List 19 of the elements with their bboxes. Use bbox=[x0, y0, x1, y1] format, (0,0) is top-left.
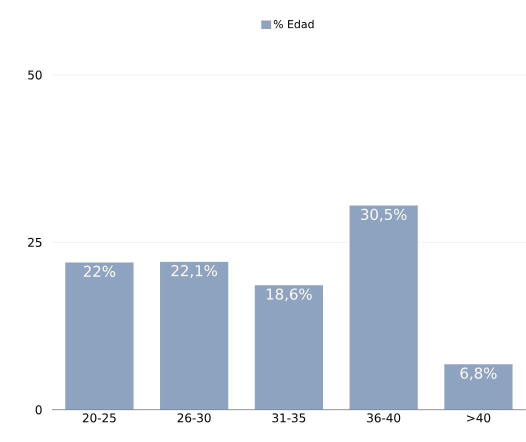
data-label: 6,8% bbox=[460, 368, 497, 380]
x-tick-label: >40 bbox=[467, 413, 490, 422]
y-tick-label: 25 bbox=[28, 238, 42, 248]
x-tick-label: 36-40 bbox=[367, 413, 400, 422]
bar bbox=[65, 262, 134, 410]
bar bbox=[350, 206, 418, 410]
legend-label: % Edad bbox=[274, 20, 314, 28]
bar bbox=[254, 285, 324, 410]
data-label: 30,5% bbox=[361, 208, 407, 222]
x-tick-label: 31-35 bbox=[272, 413, 306, 422]
x-tick-label: 20-25 bbox=[82, 413, 116, 422]
data-label: 22,1% bbox=[171, 265, 218, 278]
data-label: 22% bbox=[84, 266, 116, 278]
x-tick-label: 26-30 bbox=[178, 413, 211, 422]
bar bbox=[160, 262, 228, 410]
y-tick-label: 50 bbox=[28, 70, 42, 80]
data-label: 18,6% bbox=[266, 288, 312, 302]
bar bbox=[444, 364, 513, 410]
y-tick-label: 0 bbox=[36, 405, 42, 414]
